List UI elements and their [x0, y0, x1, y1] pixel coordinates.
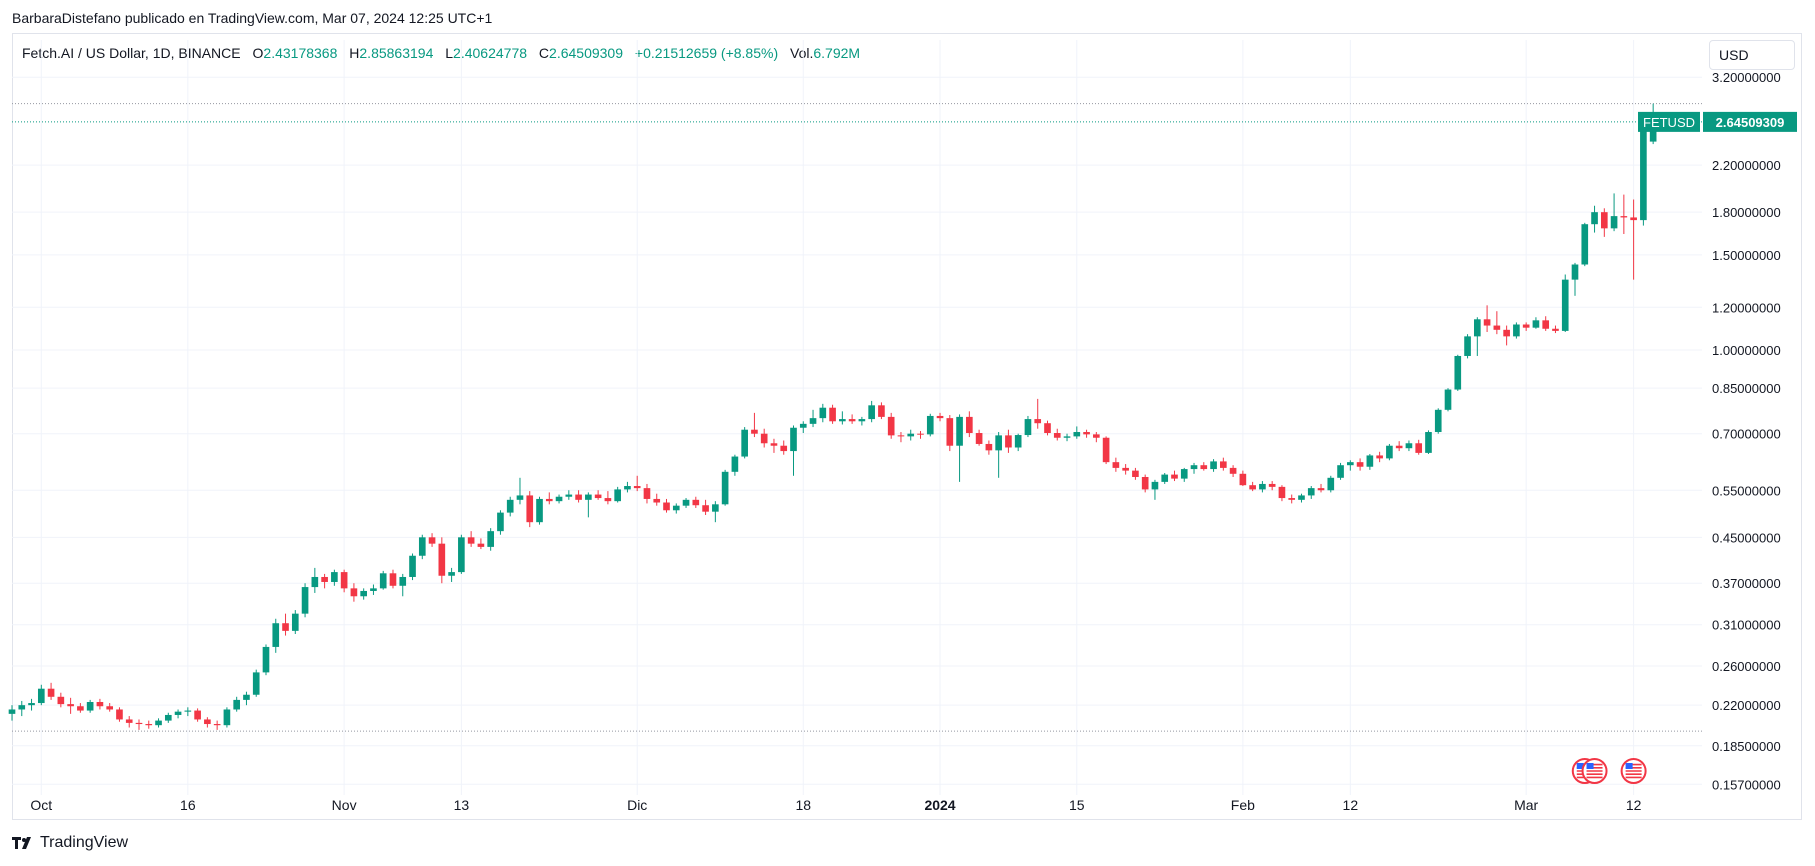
- tradingview-logo-icon: [12, 837, 31, 849]
- publication-attribution: BarbaraDistefano publicado en TradingVie…: [12, 10, 493, 26]
- legend-volume-label: Vol.: [790, 45, 814, 61]
- tradingview-logo-text: TradingView: [40, 834, 129, 851]
- currency-button[interactable]: USD: [1709, 40, 1795, 70]
- legend-close-label: C: [538, 45, 550, 61]
- legend-close-value: 2.64509309: [549, 45, 623, 61]
- chart-frame: [12, 33, 1802, 820]
- legend-volume-value: 6.792M: [813, 45, 861, 61]
- legend-low-value: 2.40624778: [453, 45, 528, 61]
- legend-high-value: 2.85863194: [359, 45, 434, 61]
- legend-change-value: +0.21512659 (+8.85%): [634, 45, 779, 61]
- symbol-legend: Fetch.AI / US Dollar, 1D, BINANCE O2.431…: [22, 45, 860, 61]
- legend-high-label: H: [349, 45, 360, 61]
- legend-symbol[interactable]: Fetch.AI / US Dollar, 1D, BINANCE: [22, 45, 241, 61]
- legend-open-value: 2.43178368: [263, 45, 338, 61]
- legend-low-label: L: [445, 45, 454, 61]
- tradingview-footer-logo[interactable]: TradingView: [12, 834, 128, 852]
- legend-open-label: O: [252, 45, 264, 61]
